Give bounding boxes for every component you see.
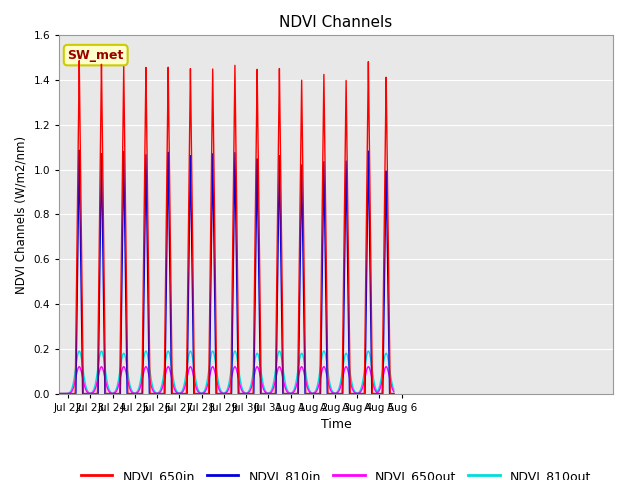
X-axis label: Time: Time (321, 418, 351, 431)
Title: NDVI Channels: NDVI Channels (280, 15, 393, 30)
Y-axis label: NDVI Channels (W/m2/nm): NDVI Channels (W/m2/nm) (15, 135, 28, 294)
Text: SW_met: SW_met (67, 48, 124, 61)
Legend: NDVI_650in, NDVI_810in, NDVI_650out, NDVI_810out: NDVI_650in, NDVI_810in, NDVI_650out, NDV… (76, 465, 596, 480)
